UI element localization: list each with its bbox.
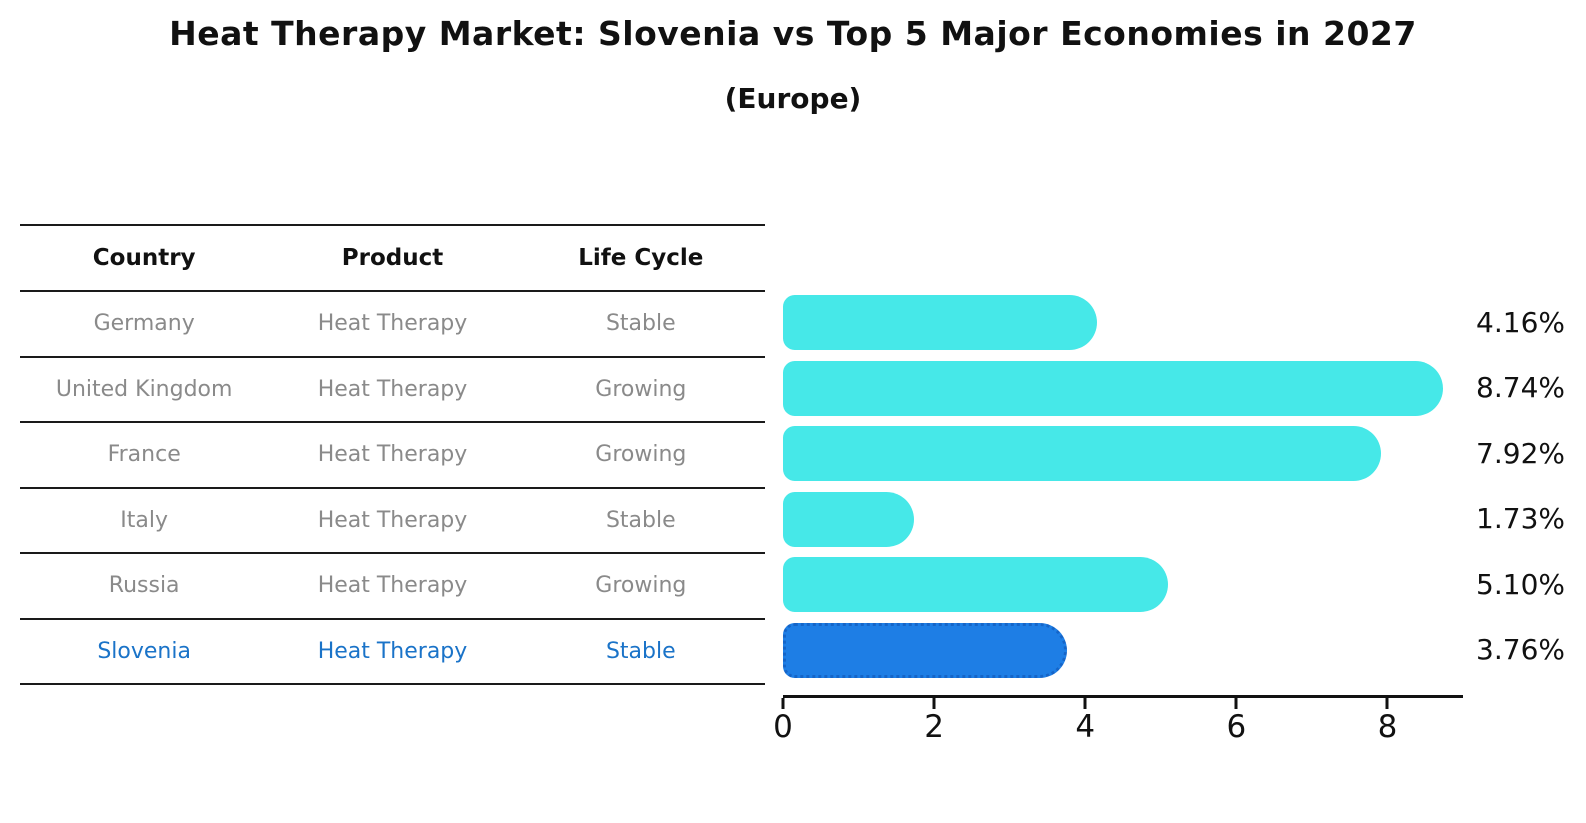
product-cell: Heat Therapy xyxy=(317,311,468,337)
value-label-column: 4.16% 8.74% 7.92% 1.73% 5.10% 3.76% xyxy=(1455,224,1565,695)
lifecycle-cell: Growing xyxy=(595,442,687,468)
lifecycle-cell: Stable xyxy=(605,638,676,664)
bar-united-kingdom xyxy=(783,360,1444,416)
table-row-france: France Heat Therapy Growing xyxy=(20,423,765,489)
product-cell: Heat Therapy xyxy=(317,638,468,664)
country-cell: Germany xyxy=(93,311,195,337)
x-axis-tick xyxy=(1385,698,1389,709)
value-label-russia: 5.10% xyxy=(1476,567,1565,601)
x-axis-spine xyxy=(783,695,1463,698)
country-cell: Italy xyxy=(120,507,169,533)
bar-russia xyxy=(783,557,1169,613)
column-header-lifecycle: Life Cycle xyxy=(578,245,704,271)
country-cell: United Kingdom xyxy=(55,376,233,402)
product-cell: Heat Therapy xyxy=(317,442,468,468)
column-header-product: Product xyxy=(341,245,444,271)
x-axis-tick-label: 8 xyxy=(1377,709,1398,745)
value-label-slovenia: 3.76% xyxy=(1476,633,1565,667)
bar-germany xyxy=(783,295,1098,351)
chart-title: Heat Therapy Market: Slovenia vs Top 5 M… xyxy=(169,14,1417,53)
product-cell: Heat Therapy xyxy=(317,507,468,533)
column-header-country: Country xyxy=(92,245,196,271)
x-axis-tick xyxy=(781,698,785,709)
x-axis-tick xyxy=(1234,698,1238,709)
x-axis: 0 2 4 6 8 xyxy=(773,695,1463,755)
data-table: Country Product Life Cycle Germany Heat … xyxy=(20,224,765,685)
table-row-germany: Germany Heat Therapy Stable xyxy=(20,292,765,358)
value-label-germany: 4.16% xyxy=(1476,305,1565,339)
chart-subtitle: (Europe) xyxy=(724,82,862,115)
bar-slovenia xyxy=(783,622,1068,678)
table-row-italy: Italy Heat Therapy Stable xyxy=(20,489,765,554)
value-label-united-kingdom: 8.74% xyxy=(1476,371,1565,405)
bar-italy xyxy=(783,491,914,547)
table-row-slovenia: Slovenia Heat Therapy Stable xyxy=(20,620,765,685)
x-axis-tick-label: 4 xyxy=(1075,709,1096,745)
x-axis-tick-label: 0 xyxy=(773,709,793,745)
x-axis-tick-label: 6 xyxy=(1226,709,1247,745)
table-row-russia: Russia Heat Therapy Growing xyxy=(20,554,765,620)
lifecycle-cell: Growing xyxy=(595,376,687,402)
table-row-united-kingdom: United Kingdom Heat Therapy Growing xyxy=(20,358,765,423)
lifecycle-cell: Stable xyxy=(605,311,676,337)
value-label-italy: 1.73% xyxy=(1476,502,1565,536)
lifecycle-cell: Stable xyxy=(605,507,676,533)
value-label-france: 7.92% xyxy=(1476,436,1565,470)
country-cell: France xyxy=(107,442,181,468)
table-header-row: Country Product Life Cycle xyxy=(20,226,765,292)
country-cell: Slovenia xyxy=(97,638,191,664)
bar-france xyxy=(783,426,1382,482)
country-cell: Russia xyxy=(108,573,180,599)
x-axis-tick xyxy=(932,698,936,709)
lifecycle-cell: Growing xyxy=(595,573,687,599)
product-cell: Heat Therapy xyxy=(317,376,468,402)
product-cell: Heat Therapy xyxy=(317,573,468,599)
plot-area xyxy=(783,224,1463,695)
x-axis-tick-label: 2 xyxy=(924,709,944,745)
x-axis-tick xyxy=(1083,698,1087,709)
